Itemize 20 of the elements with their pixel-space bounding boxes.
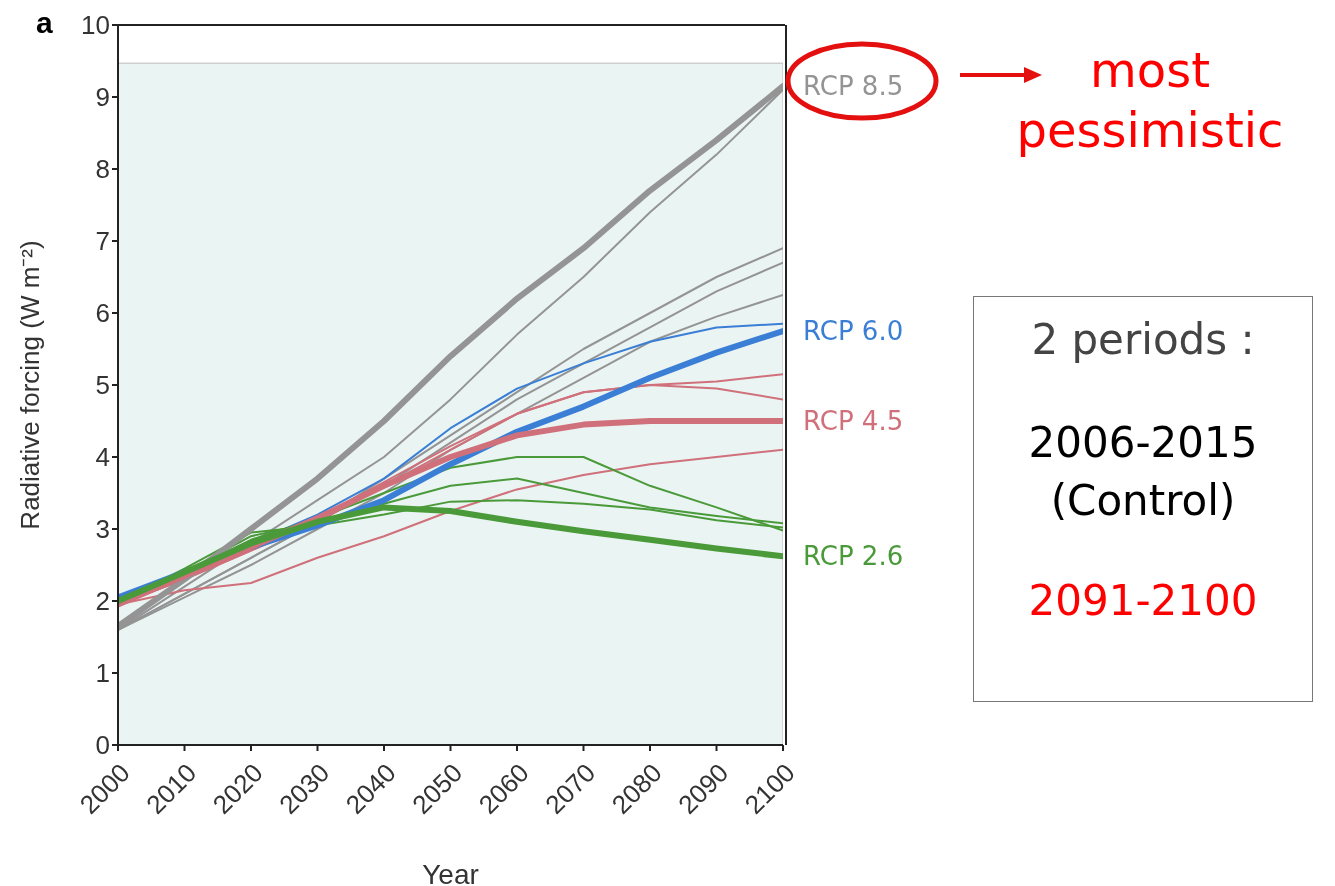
text: most pessimistic [1015, 41, 1285, 160]
y-tick-label: 5 [95, 370, 110, 401]
y-tick-label: 4 [95, 442, 110, 473]
x-axis-title: Year [422, 859, 479, 886]
text: a [36, 6, 53, 40]
y-axis-title: Radiative forcing (W m⁻²) [15, 240, 46, 530]
series-label: RCP 8.5 [803, 71, 904, 102]
series-label: RCP 6.0 [803, 316, 904, 346]
series-label: RCP 4.5 [803, 406, 904, 436]
y-tick-label: 9 [95, 82, 110, 113]
series-label: RCP 2.6 [803, 541, 904, 572]
y-tick-label: 7 [95, 226, 110, 257]
text-card: 2 periods : 2006-2015 (Control) 2091-2100 [973, 296, 1313, 702]
y-tick-label: 10 [81, 10, 110, 41]
y-tick-label: 2 [95, 586, 110, 617]
y-tick-label: 8 [95, 154, 110, 185]
y-tick-label: 6 [95, 298, 110, 329]
y-tick-label: 1 [95, 658, 110, 689]
y-tick-label: 3 [95, 514, 110, 545]
y-tick-label: 0 [95, 730, 110, 761]
